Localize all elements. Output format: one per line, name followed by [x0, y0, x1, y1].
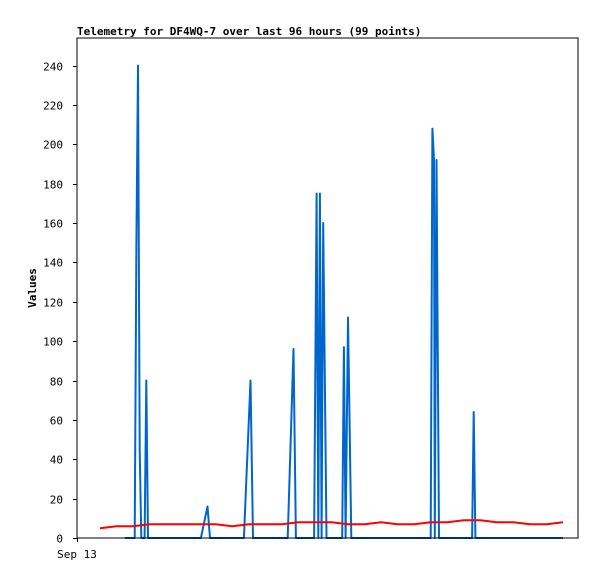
y-tick-label: 160: [43, 218, 63, 231]
y-axis-label: Values: [26, 268, 39, 308]
y-tick-label: 80: [50, 376, 63, 389]
y-tick-label: 220: [43, 100, 63, 113]
y-tick-label: 180: [43, 179, 63, 192]
x-axis: Sep 13: [57, 538, 97, 561]
y-tick-label: 100: [43, 336, 63, 349]
y-tick-label: 120: [43, 297, 63, 310]
plot-area: [76, 37, 579, 539]
y-tick-label: 140: [43, 257, 63, 270]
y-tick-label: 240: [43, 61, 63, 74]
y-tick-label: 20: [50, 494, 63, 507]
y-tick-label: 200: [43, 139, 63, 152]
chart-title: Telemetry for DF4WQ-7 over last 96 hours…: [77, 25, 421, 38]
y-tick-label: 0: [56, 533, 63, 546]
y-axis: 0 20 40 60 80 100 120 140 160 180 200 220 240: [43, 61, 77, 546]
series-layer: [99, 64, 564, 539]
y-tick-label: 40: [50, 454, 63, 467]
series-line-2: [99, 519, 564, 530]
x-tick-label: Sep 13: [57, 548, 97, 561]
y-tick-label: 60: [50, 415, 63, 428]
